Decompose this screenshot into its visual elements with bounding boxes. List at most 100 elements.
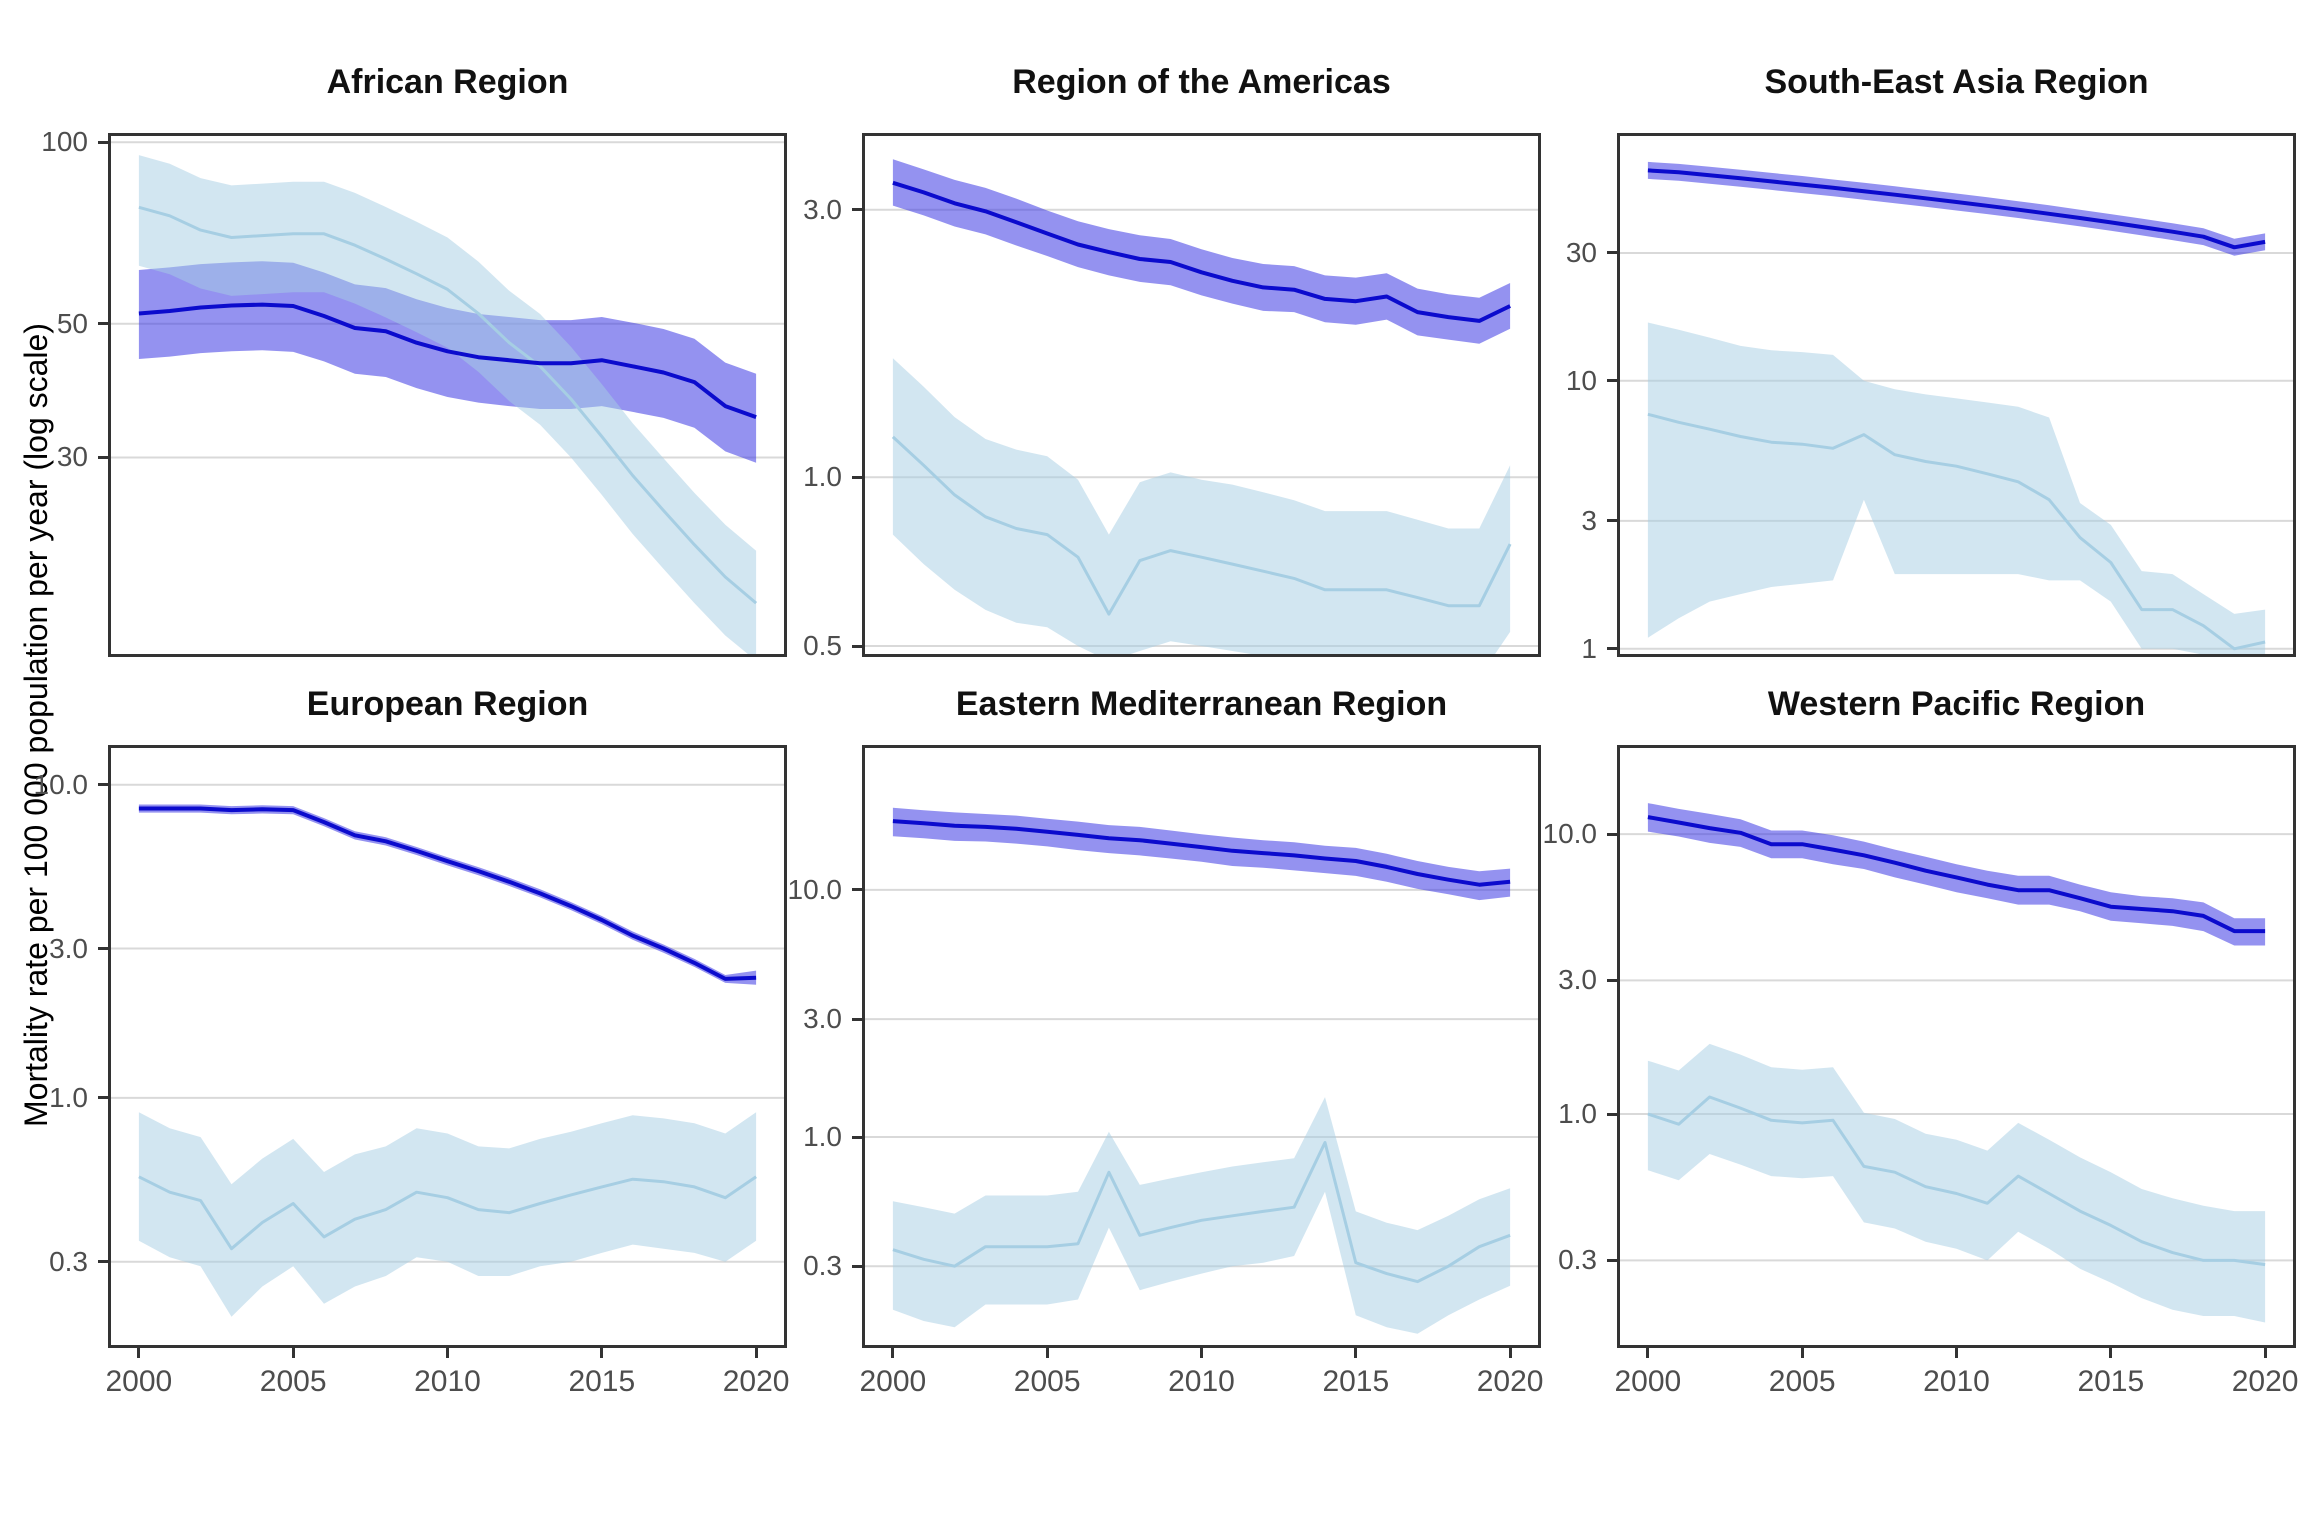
x-tick-label: 2015 [1322,1365,1390,1398]
y-tick-label: 3.0 [803,193,842,225]
panel-border [1617,133,2296,657]
y-tick-label: 10.0 [33,768,89,800]
y-tick-mark [98,1096,108,1100]
dark-blue-series-line [138,806,757,981]
y-tick-label: 0.3 [803,1250,842,1282]
x-tick-mark [1800,1348,1804,1358]
y-tick-mark [852,888,862,892]
panel-border [1617,745,2296,1348]
x-tick-label: 2005 [1768,1365,1836,1398]
y-tick-label: 0.3 [49,1245,88,1277]
light-blue-series-line [892,1141,1511,1284]
light-blue-series-ribbon [892,1097,1511,1334]
light-blue-series-ribbon [892,358,1511,657]
panel-plot-area [1617,745,2296,1348]
y-tick-label: 3 [1581,504,1597,536]
y-tick-label: 1 [1581,632,1597,664]
dark-blue-series-ribbon [138,261,757,463]
x-tick-label: 2000 [105,1365,173,1398]
x-tick-mark [754,1348,758,1358]
dark-blue-series-line [138,302,757,419]
dark-blue-series-ribbon [1647,803,2266,946]
panel-title: South-East Asia Region [1764,63,2149,101]
x-tick-mark [1508,1348,1512,1358]
x-tick-mark [446,1348,449,1358]
y-tick-mark [1607,1258,1617,1262]
x-tick-mark [1354,1348,1358,1358]
x-tick-mark [1955,1348,1958,1358]
dark-blue-series-ribbon [892,807,1511,901]
x-tick-label: 2010 [1923,1365,1990,1398]
y-tick-label: 10 [1565,364,1597,396]
light-blue-series-ribbon [138,1112,757,1317]
x-tick-label: 2020 [2231,1365,2299,1398]
panel-title: Western Pacific Region [1767,685,2146,723]
y-tick-label: 30 [56,441,88,473]
dark-blue-series-line [892,819,1511,887]
y-tick-label: 1.0 [49,1081,88,1113]
panel-border [862,133,1541,657]
x-tick-mark [891,1348,895,1358]
y-tick-label: 10.0 [1542,818,1598,850]
y-tick-label: 0.3 [1558,1244,1597,1276]
panel-plot-area [108,745,787,1348]
x-tick-label: 2000 [1614,1365,1682,1398]
x-tick-mark [600,1348,604,1358]
x-tick-label: 2010 [1168,1365,1235,1398]
y-tick-mark [1607,379,1617,383]
panel-title: Eastern Mediterranean Region [955,685,1448,723]
y-tick-mark [852,1017,862,1021]
y-tick-mark [852,1264,862,1268]
dark-blue-series-ribbon [1647,161,2266,256]
y-tick-mark [1607,832,1617,836]
dark-blue-series-ribbon [138,804,757,985]
x-tick-label: 2005 [1013,1365,1081,1398]
panel-border [862,745,1541,1348]
y-tick-label: 3.0 [49,932,88,964]
y-tick-mark [852,1135,862,1139]
x-tick-label: 2020 [1476,1365,1544,1398]
light-blue-series-line [1647,1095,2266,1267]
x-tick-mark [137,1348,141,1358]
x-tick-mark [1045,1348,1049,1358]
y-tick-mark [98,1260,108,1264]
x-tick-mark [2109,1348,2113,1358]
y-tick-label: 0.5 [803,630,842,662]
panel-plot-area [108,133,787,657]
y-tick-mark [98,783,108,787]
x-tick-label: 2010 [414,1365,481,1398]
y-tick-mark [852,208,862,212]
panel-border [108,745,787,1348]
panel-title: European Region [306,685,589,723]
x-tick-label: 2005 [259,1365,327,1398]
x-tick-label: 2015 [2077,1365,2145,1398]
y-tick-mark [852,644,862,648]
light-blue-series-ribbon [138,155,757,657]
y-tick-label: 3.0 [1558,964,1597,996]
y-tick-mark [98,322,108,326]
panel-plot-area [1617,133,2296,657]
light-blue-series-ribbon [1647,1043,2266,1323]
y-tick-label: 10.0 [787,873,843,905]
panel-border [108,133,787,657]
y-tick-label: 1.0 [803,1121,842,1153]
y-tick-label: 30 [1565,236,1597,268]
x-tick-mark [1200,1348,1203,1358]
dark-blue-series-line [1647,168,2266,250]
y-tick-label: 3.0 [803,1003,842,1035]
y-tick-mark [1607,519,1617,523]
y-tick-label: 1.0 [1558,1098,1597,1130]
x-tick-label: 2000 [859,1365,927,1398]
x-tick-label: 2020 [722,1365,790,1398]
y-tick-mark [98,455,108,459]
y-tick-mark [852,475,862,479]
panel-title: Region of the Americas [1012,63,1391,101]
x-tick-mark [1646,1348,1650,1358]
y-tick-label: 50 [56,307,88,339]
light-blue-series-ribbon [1647,322,2266,657]
y-tick-mark [98,947,108,951]
dark-blue-series-ribbon [892,159,1511,344]
y-tick-label: 1.0 [803,461,842,493]
y-tick-mark [1607,978,1617,982]
